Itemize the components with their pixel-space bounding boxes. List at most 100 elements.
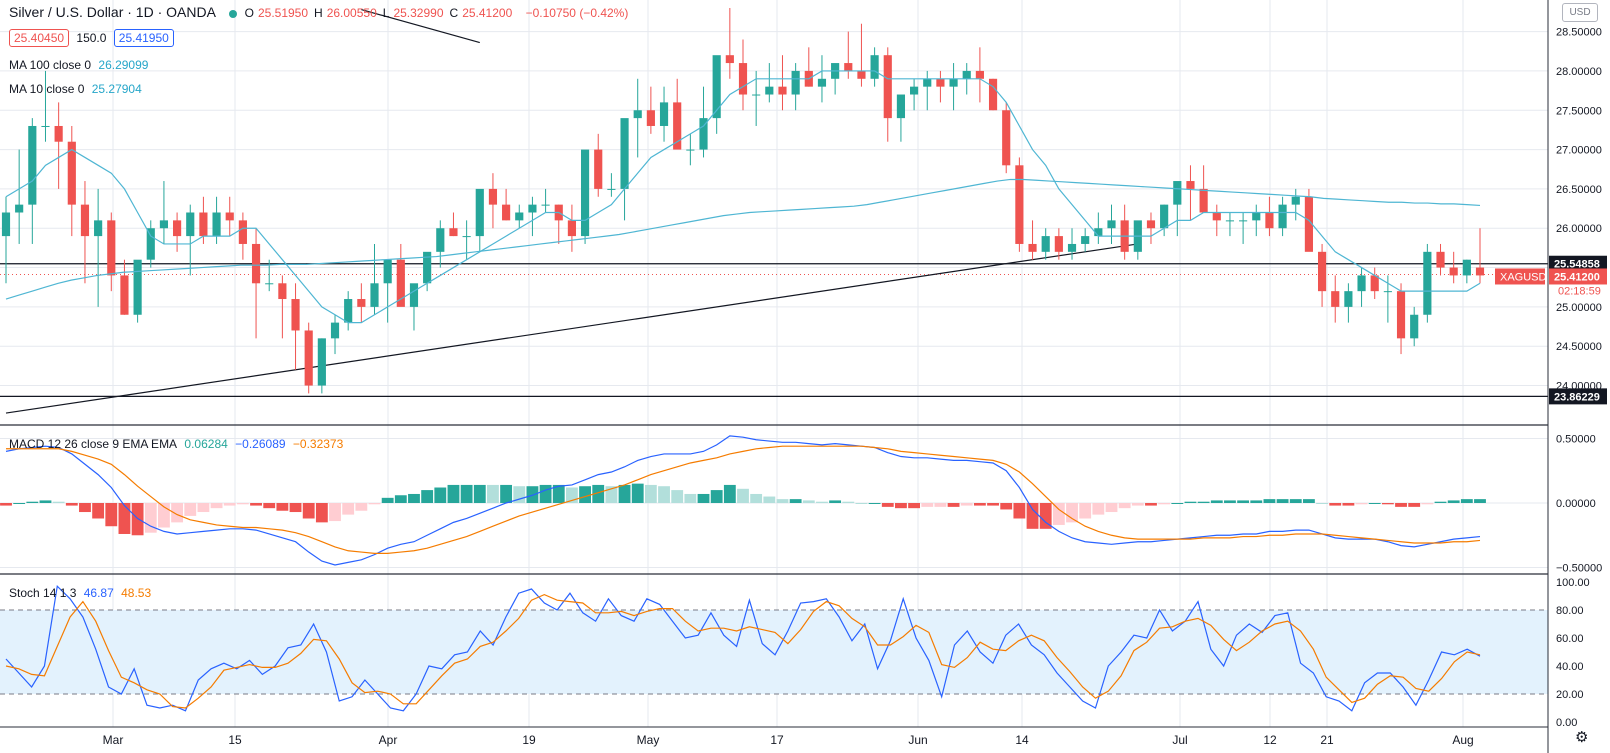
candle-body [251,243,261,284]
currency-button[interactable]: USD [1562,3,1598,22]
candle [936,70,945,103]
candle [488,173,498,229]
candle-body [120,275,129,315]
candle-body [159,220,169,229]
candle-body [317,338,326,386]
macd-histogram-bar [65,503,78,506]
macd-histogram-bar [394,495,407,503]
bid-price-button[interactable]: 25.40450 [9,29,70,47]
symbol-title[interactable]: Silver / U.S. Dollar · 1D · OANDA [9,4,216,20]
macd-histogram-bar [105,503,118,527]
candle [502,188,511,221]
trendline [5,243,1138,414]
x-tick-label: Aug [1452,733,1473,747]
ohlc-key-H: H [314,6,323,20]
symbol-tag-bg [1495,268,1545,285]
candle-body [186,212,195,237]
candle [396,243,405,307]
candle-body [357,299,366,307]
macd-histogram-bar [223,503,236,506]
macd-histogram-bar [618,484,631,503]
macd-histogram-bar [750,493,763,503]
candle-body [1449,267,1458,276]
macd-histogram-bar [1395,503,1407,507]
macd-legend[interactable]: MACD 12 26 close 9 EMA EMA 0.06284 −0.26… [9,437,347,451]
candle [515,204,524,229]
stoch-tick-label: 60.00 [1556,633,1584,645]
macd-histogram-bar [1210,500,1223,503]
candle-body [896,94,906,119]
macd-histogram-bar [605,486,618,503]
candle-body [949,78,958,87]
macd-histogram-bar [895,503,907,509]
ask-price-button[interactable]: 25.41950 [113,29,174,47]
candle [357,283,366,323]
candle [383,259,392,323]
macd-pane[interactable] [0,435,1486,566]
ma100-legend[interactable]: MA 100 close 0 26.29099 [9,58,152,72]
macd-histogram-bar [1474,499,1486,503]
last-price-tag-bg [1549,268,1607,285]
macd-histogram-bar [263,503,276,509]
ma10-legend[interactable]: MA 10 close 0 25.27904 [9,82,146,96]
macd-histogram-bar [960,503,973,506]
macd-histogram-bar [552,484,565,503]
macd-histogram-bar [171,503,184,523]
candle [1041,228,1050,260]
candle [949,63,958,111]
candle [673,78,682,150]
macd-histogram-bar [1316,503,1328,504]
macd-histogram-bar [1408,503,1421,507]
candle-body [278,283,287,300]
price-tick-label: 28.00000 [1556,66,1602,78]
macd-histogram-bar [421,490,434,503]
candle [1475,228,1485,284]
gear-icon[interactable]: ⚙ [1575,729,1589,746]
candle-body [488,188,498,205]
x-tick-label: 12 [1263,733,1277,747]
macd-histogram-bar [276,503,289,511]
stoch-legend[interactable]: Stoch 14 1 3 46.87 48.53 [9,586,155,600]
price-tick-label: 27.50000 [1556,105,1602,117]
price-pane[interactable] [0,8,1548,414]
candle-body [1278,204,1287,229]
ma100-value: 26.29099 [98,58,149,72]
macd-histogram-bar [658,486,670,503]
ohlc-key-C: C [449,6,459,20]
candle [80,181,90,284]
price-tick-label: 27.00000 [1556,145,1602,157]
candle [251,228,261,339]
candle [686,133,695,166]
macd-line [5,435,1481,566]
candle [1344,283,1353,323]
stochastic-pane[interactable] [0,584,1548,712]
macd-tick-label: −0.50000 [1556,563,1602,575]
candle [620,118,629,221]
support-price-tag-text: 23.86229 [1554,391,1600,403]
candle [1186,165,1195,221]
candle-body [41,125,50,127]
candle-body [133,259,142,315]
candle-body [396,259,405,307]
candle [1173,181,1182,237]
candle [567,204,576,252]
macd-histogram-bar [1224,500,1236,503]
macd-histogram-bar [236,503,249,505]
candle [449,212,458,237]
candle-body [725,55,734,64]
candle [554,204,563,244]
candle [1317,243,1327,307]
macd-histogram-bar [39,500,52,503]
candle [1133,220,1142,260]
candle [659,86,669,142]
candle-body [1304,196,1313,252]
candle-body [1,212,11,237]
symbol-tag: XAGUSD [1495,268,1547,285]
macd-histogram-bar [592,484,605,503]
candle [712,55,721,134]
candle [791,63,800,111]
candle-body [436,228,445,252]
macd-histogram-bar [329,503,341,522]
x-tick-label: 15 [228,733,242,747]
